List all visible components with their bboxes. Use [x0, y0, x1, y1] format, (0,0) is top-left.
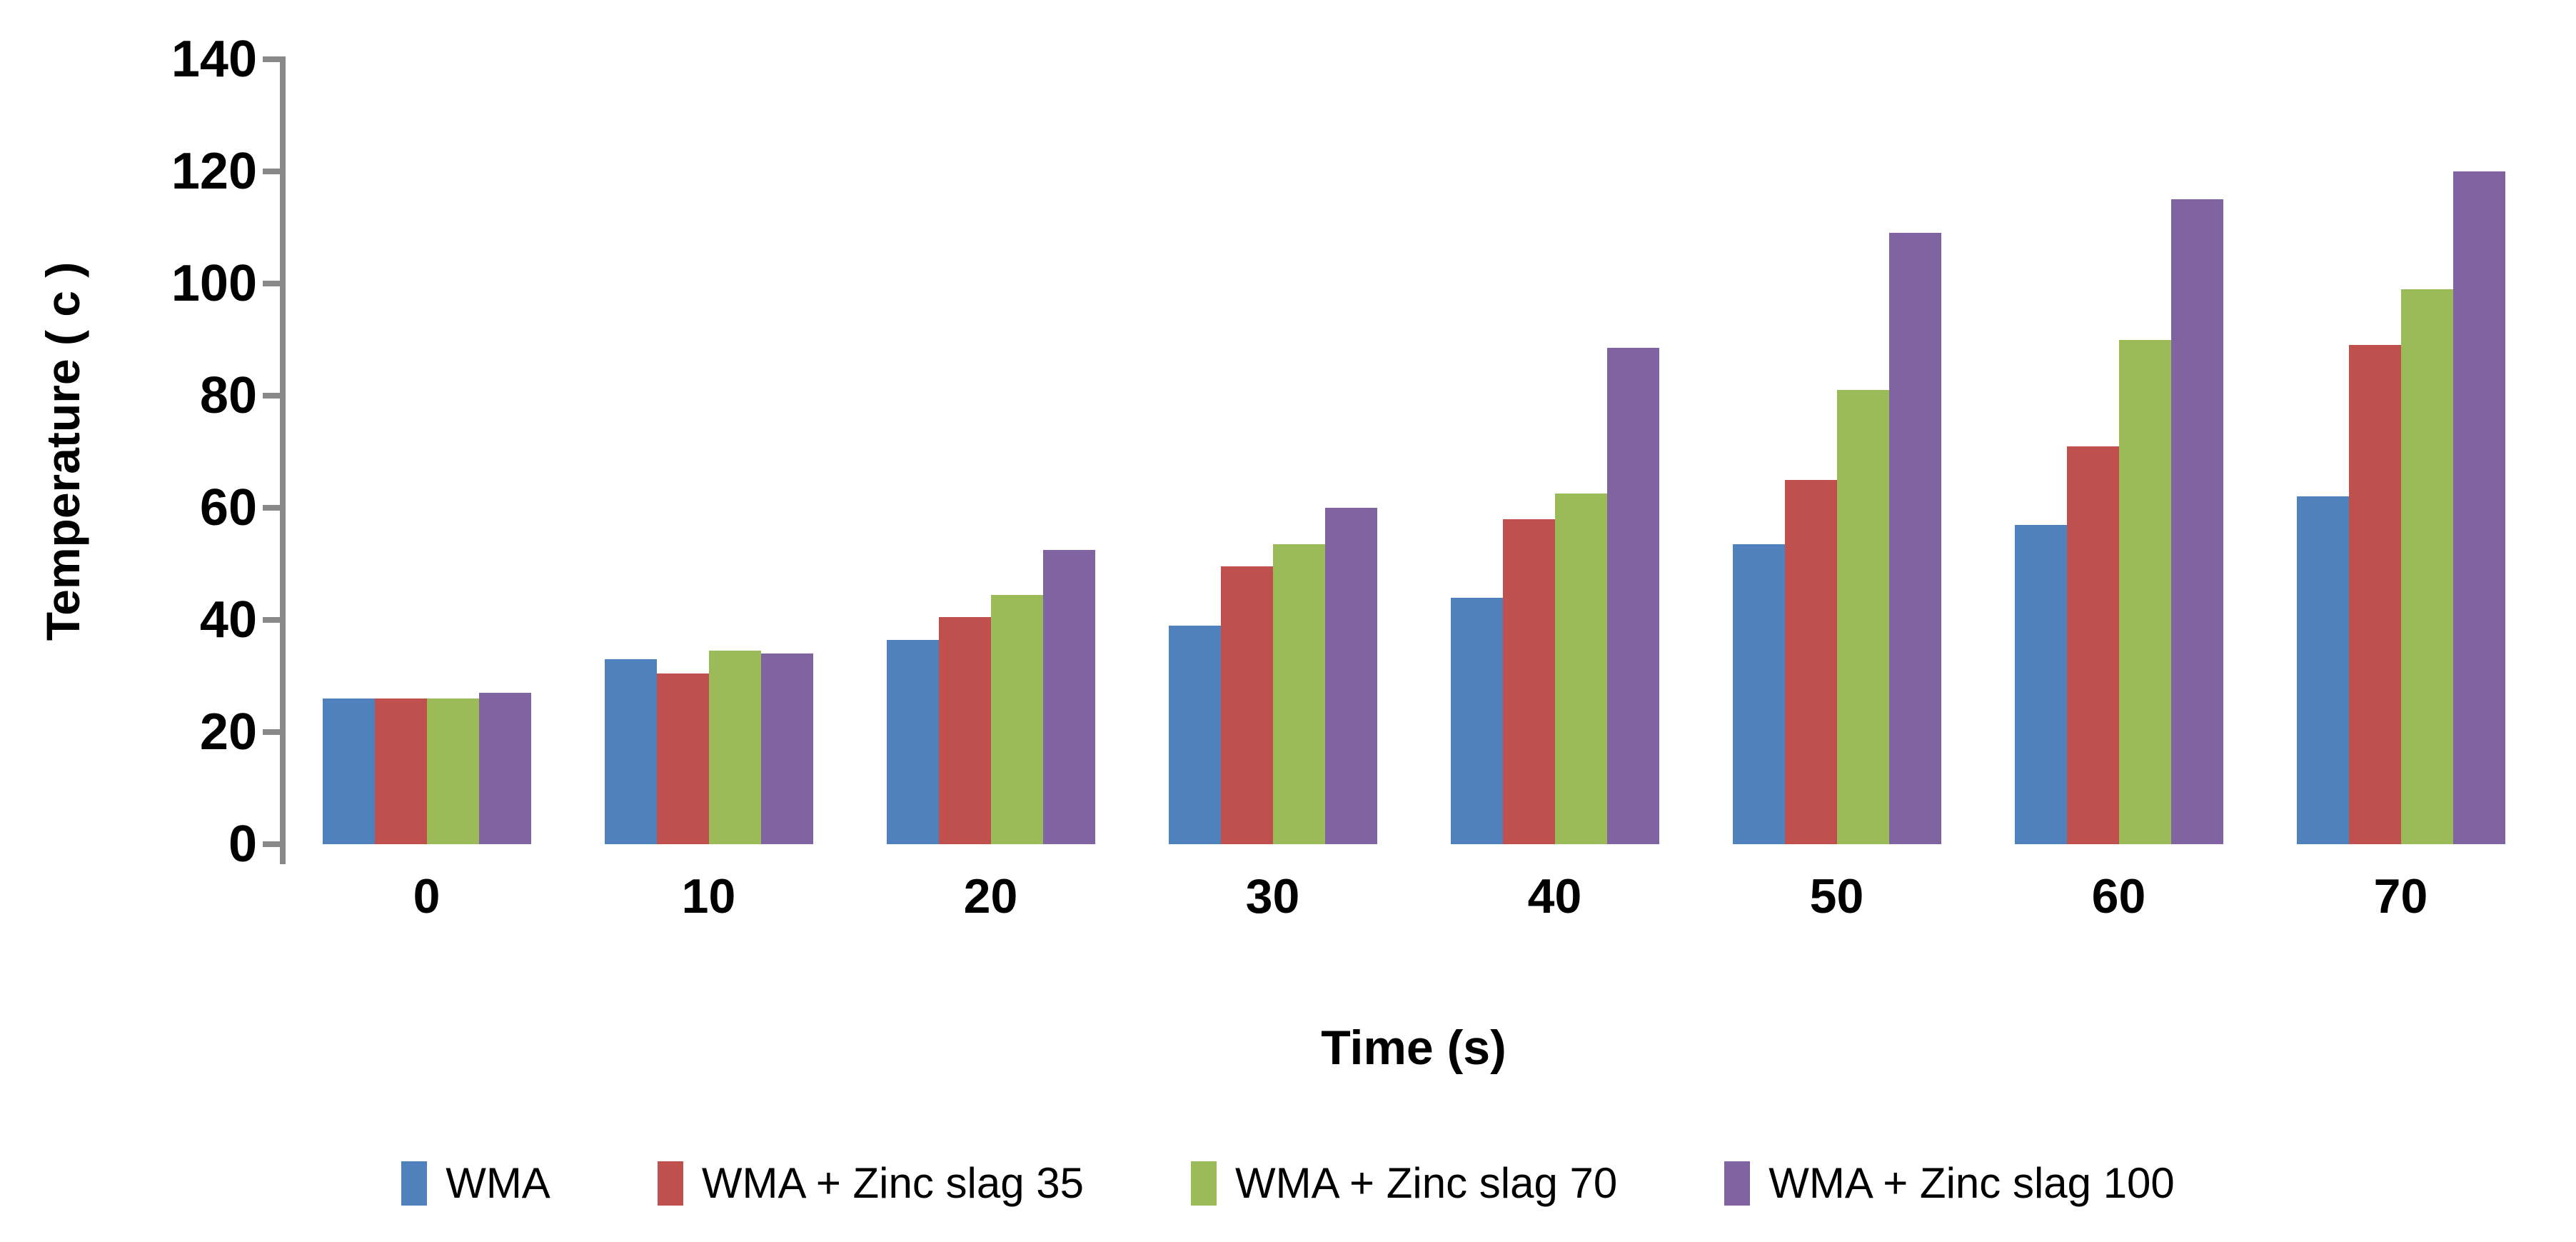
- legend-label-wma-zinc-slag-100: WMA + Zinc slag 100: [1769, 1159, 2175, 1207]
- bar-wma-t30: [1168, 625, 1221, 844]
- y-tick-20: [263, 729, 286, 735]
- bar-wma-t60: [2014, 524, 2067, 844]
- y-tick-label-60: 60: [199, 479, 257, 536]
- bar-wma-zinc-slag-70-t0: [426, 698, 479, 844]
- y-tick-label-40: 40: [199, 591, 257, 648]
- y-axis-title: Temperature ( c ): [36, 261, 89, 641]
- legend: WMA WMA + Zinc slag 35 WMA + Zinc slag 70 W…: [0, 1158, 2576, 1208]
- bar-wma-zinc-slag-100-t20: [1042, 549, 1095, 844]
- legend-label-wma: WMA: [446, 1159, 550, 1207]
- bar-wma-zinc-slag-35-t70: [2348, 345, 2401, 844]
- legend-item-wma-zinc-slag-70: WMA + Zinc slag 70: [1191, 1158, 1617, 1208]
- bar-wma-zinc-slag-70-t30: [1272, 544, 1325, 844]
- legend-label-wma-zinc-slag-70: WMA + Zinc slag 70: [1235, 1159, 1618, 1207]
- bar-group-t70: [2260, 59, 2542, 844]
- bar-wma-t40: [1450, 597, 1503, 844]
- bar-wma-zinc-slag-35-t40: [1502, 519, 1555, 844]
- bar-wma-zinc-slag-100-t60: [2170, 199, 2223, 844]
- legend-item-wma: WMA: [401, 1158, 550, 1208]
- bar-wma-zinc-slag-100-t0: [478, 693, 531, 844]
- bar-wma-zinc-slag-70-t60: [2118, 339, 2171, 844]
- legend-swatch-wma-zinc-slag-70: [1191, 1161, 1217, 1206]
- y-tick-140: [263, 56, 286, 62]
- y-tick-120: [263, 169, 286, 174]
- bar-group-t10: [568, 59, 850, 844]
- y-tick-60: [263, 505, 286, 511]
- bar-wma-t50: [1732, 544, 1785, 844]
- x-label-20: 20: [963, 869, 1018, 923]
- x-label-30: 30: [1245, 869, 1300, 923]
- bar-wma-zinc-slag-100-t50: [1888, 233, 1941, 844]
- bar-wma-t20: [886, 639, 939, 844]
- bar-group-t60: [1978, 59, 2260, 844]
- bar-group-t30: [1132, 59, 1414, 844]
- bar-wma-zinc-slag-100-t30: [1324, 508, 1377, 844]
- x-label-40: 40: [1527, 869, 1582, 923]
- legend-swatch-wma-zinc-slag-100: [1724, 1161, 1751, 1206]
- bar-wma-zinc-slag-100-t10: [760, 653, 813, 844]
- bar-wma-t0: [322, 698, 375, 844]
- x-label-60: 60: [2091, 869, 2146, 923]
- y-tick-label-120: 120: [171, 143, 257, 200]
- y-tick-label-20: 20: [199, 703, 257, 761]
- x-label-70: 70: [2373, 869, 2428, 923]
- y-tick-label-80: 80: [199, 367, 257, 424]
- bar-wma-t10: [604, 658, 657, 844]
- x-label-0: 0: [413, 869, 441, 923]
- bar-wma-zinc-slag-35-t20: [938, 617, 991, 844]
- bar-wma-zinc-slag-35-t60: [2066, 446, 2119, 844]
- bar-wma-zinc-slag-70-t10: [708, 651, 761, 844]
- bar-wma-zinc-slag-35-t0: [374, 698, 427, 844]
- y-tick-0: [263, 841, 286, 847]
- legend-swatch-wma-zinc-slag-35: [657, 1161, 683, 1206]
- x-label-50: 50: [1809, 869, 1864, 923]
- y-tick-80: [263, 393, 286, 399]
- x-axis-title: Time (s): [1321, 1021, 1506, 1075]
- y-tick-label-0: 0: [228, 816, 257, 873]
- bar-wma-zinc-slag-100-t40: [1606, 348, 1659, 844]
- bar-group-t40: [1414, 59, 1696, 844]
- bar-wma-zinc-slag-35-t50: [1784, 479, 1837, 844]
- y-tick-40: [263, 617, 286, 623]
- bar-wma-zinc-slag-70-t70: [2400, 289, 2453, 844]
- y-tick-label-100: 100: [171, 255, 257, 312]
- legend-item-wma-zinc-slag-100: WMA + Zinc slag 100: [1724, 1158, 2175, 1208]
- legend-swatch-wma: [401, 1161, 428, 1206]
- y-axis-line: [280, 56, 286, 864]
- bar-wma-zinc-slag-35-t30: [1220, 566, 1273, 844]
- bar-wma-t70: [2296, 496, 2349, 844]
- y-tick-label-140: 140: [171, 31, 257, 88]
- bar-group-t50: [1696, 59, 1978, 844]
- bar-group-t0: [286, 59, 568, 844]
- bar-wma-zinc-slag-70-t20: [990, 594, 1043, 844]
- bar-wma-zinc-slag-70-t40: [1554, 494, 1607, 844]
- bar-wma-zinc-slag-35-t10: [656, 673, 709, 844]
- legend-label-wma-zinc-slag-35: WMA + Zinc slag 35: [701, 1159, 1085, 1207]
- plot-area: [286, 59, 2542, 844]
- x-axis-labels: 0 10 20 30 40 50 60 70: [286, 868, 2542, 924]
- y-tick-100: [263, 281, 286, 286]
- bar-group-t20: [850, 59, 1132, 844]
- bar-wma-zinc-slag-70-t50: [1836, 390, 1889, 844]
- legend-item-wma-zinc-slag-35: WMA + Zinc slag 35: [657, 1158, 1085, 1208]
- x-label-10: 10: [681, 869, 736, 923]
- bar-wma-zinc-slag-100-t70: [2452, 171, 2505, 844]
